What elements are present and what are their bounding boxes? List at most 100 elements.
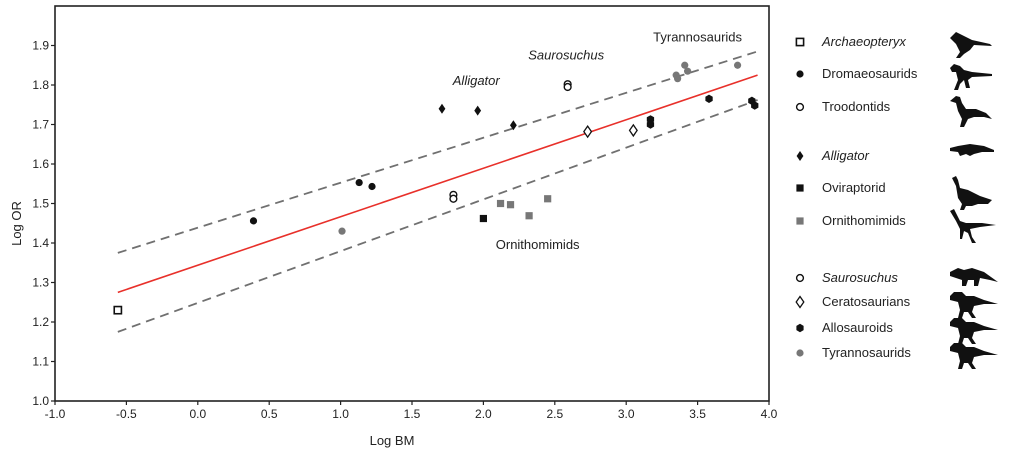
series-ceratosaurians [583,123,638,139]
data-points [113,61,759,315]
regression-line [117,74,758,294]
data-point [479,214,487,223]
data-point [646,120,655,129]
legend-item: Allosauroids [796,318,998,344]
bird-silhouette-icon [950,32,992,58]
series-tyrannosaurids [338,61,742,235]
legend-label: Saurosuchus [822,270,898,285]
data-point [544,195,552,203]
y-tick-label: 1.1 [32,355,49,369]
oviraptorid-silhouette-icon [952,176,992,210]
legend-marker [796,151,804,161]
data-point [249,217,258,225]
data-point [674,75,682,83]
legend-marker [796,70,804,78]
legend-item: Oviraptorid [796,176,992,210]
legend-item: Troodontids [795,96,992,127]
data-point [733,61,742,69]
regression-lines [117,50,758,333]
data-point [509,120,517,131]
x-tick-label: 1.5 [404,407,421,421]
data-point [705,94,713,103]
legend-marker [795,37,805,47]
series-alligator [438,103,517,131]
ci-lower-line [117,99,758,333]
data-point [525,212,533,220]
ornithomimid-silhouette-icon [950,209,996,243]
data-point [368,182,376,191]
series-oviraptorid [479,214,487,223]
x-tick-label: 0.5 [261,407,278,421]
alligator-silhouette-icon [950,144,994,156]
legend-label: Dromaeosaurids [822,66,918,81]
legend-marker [796,184,804,192]
y-tick-label: 1.5 [32,197,49,211]
data-point [563,82,572,92]
legend-marker [795,295,805,309]
y-tick-label: 1.9 [32,39,49,53]
data-point [474,105,482,116]
legend-marker [796,349,804,357]
legend-label: Troodontids [822,99,891,114]
x-tick-label: 1.0 [332,407,349,421]
y-tick-label: 1.6 [32,157,49,171]
y-tick-label: 1.4 [32,236,49,250]
legend-item: Saurosuchus [795,268,998,286]
x-tick-label: 0.0 [189,407,206,421]
x-tick-label: -0.5 [116,407,137,421]
annotation-label: Tyrannosaurids [653,30,742,45]
data-point [113,305,123,315]
annotation-label: Alligator [452,73,501,88]
data-point [506,201,515,209]
x-tick-label: 3.5 [689,407,706,421]
data-point [681,61,689,69]
annotation-label: Ornithomimids [496,237,580,252]
data-point [751,101,759,110]
allosaur-silhouette-icon [950,318,998,344]
x-tick-label: 4.0 [761,407,778,421]
series-dromaeosaurids [249,178,376,225]
legend-item: Archaeopteryx [795,32,992,58]
saurosuchus-silhouette-icon [950,268,998,286]
y-tick-label: 1.3 [32,276,49,290]
legend-label: Ceratosaurians [822,294,911,309]
ci-upper-line [117,50,758,254]
legend-marker [796,323,804,333]
data-point [583,124,593,139]
legend: Archaeopteryx Dromaeosaurids Troodontids Al… [795,32,998,369]
data-point [338,227,346,235]
y-tick-label: 1.0 [32,394,49,408]
data-point [684,67,692,75]
dromaeosaur-silhouette-icon [950,64,992,90]
legend-marker [795,102,805,112]
plot-frame [54,5,770,402]
series-archaeopteryx [113,305,123,315]
y-tick-label: 1.2 [32,315,49,329]
y-tick-label: 1.7 [32,118,49,132]
x-axis-title: Log BM [370,433,415,448]
data-point [449,194,458,203]
series-allosauroids [646,94,759,129]
troodontid-silhouette-icon [950,96,992,127]
legend-item: Ceratosaurians [795,292,998,318]
legend-label: Tyrannosaurids [822,345,911,360]
legend-label: Archaeopteryx [821,34,906,49]
legend-item: Ornithomimids [796,209,996,243]
legend-item: Alligator [796,144,994,163]
data-point [438,103,446,114]
legend-label: Allosauroids [822,320,893,335]
x-tick-label: 2.0 [475,407,492,421]
legend-marker [795,273,805,283]
x-tick-label: 3.0 [618,407,635,421]
legend-label: Ornithomimids [822,213,906,228]
y-axis-title: Log OR [9,201,24,246]
data-point [496,199,505,208]
data-point [628,123,638,138]
annotation-label: Saurosuchus [528,47,604,62]
tyrannosaur-silhouette-icon [950,343,998,369]
y-tick-label: 1.8 [32,78,49,92]
legend-marker [796,217,804,225]
annotations: Alligator Saurosuchus Tyrannosaurids Ornith… [452,30,743,252]
ceratosaur-silhouette-icon [950,292,998,318]
